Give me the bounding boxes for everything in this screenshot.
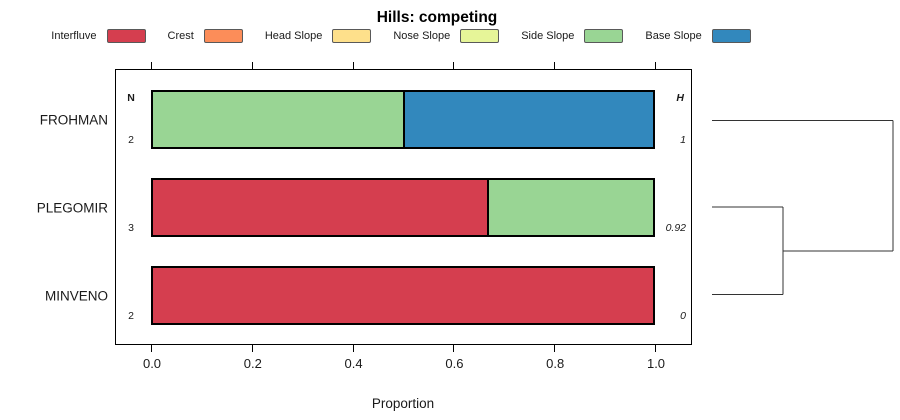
legend: Interfluve Crest Head Slope Nose Slope Side … — [0, 27, 802, 44]
legend-item-label: Head Slope — [264, 29, 323, 42]
x-tick-bottom — [251, 345, 253, 352]
h-column-header: H — [676, 92, 684, 104]
x-tick-top — [554, 62, 556, 69]
n-value: 2 — [128, 133, 134, 146]
x-axis-title: Proportion — [371, 396, 435, 411]
x-tick-label: 0.0 — [142, 356, 162, 371]
x-tick-label: 0.2 — [243, 356, 262, 371]
x-tick-label: 1.0 — [646, 356, 666, 371]
x-tick-bottom — [151, 345, 152, 352]
x-tick-label: 0.6 — [445, 356, 464, 371]
x-tick-bottom — [554, 345, 556, 352]
legend-swatch — [106, 28, 146, 43]
bar-segment-side-slope — [486, 180, 653, 235]
x-tick-label: 0.4 — [344, 356, 363, 371]
legend-swatch — [711, 28, 751, 43]
x-tick-top — [151, 62, 152, 69]
n-value: 3 — [128, 221, 134, 234]
page-title: Hills: competing — [376, 9, 498, 26]
n-column-header: N — [127, 92, 135, 104]
x-tick-top — [352, 62, 354, 69]
legend-item: Interfluve — [51, 28, 146, 43]
x-tick-bottom — [453, 345, 455, 352]
legend-item: Head Slope — [264, 28, 372, 43]
plot-border — [115, 69, 692, 345]
legend-item: Base Slope — [645, 28, 751, 43]
legend-swatch — [203, 28, 243, 43]
h-value: 0.92 — [665, 221, 686, 234]
legend-item: Crest — [167, 28, 243, 43]
x-tick-top — [251, 62, 253, 69]
bar-segment-interfluve — [153, 180, 487, 235]
row-label: PLEGOMIR — [36, 200, 108, 215]
h-value: 0 — [680, 309, 686, 322]
legend-item-label: Side Slope — [521, 29, 575, 42]
x-tick-label: 0.8 — [546, 356, 565, 371]
legend-item-label: Base Slope — [645, 29, 702, 42]
x-tick-bottom — [655, 345, 656, 352]
bar-row — [151, 266, 655, 325]
x-tick-top — [453, 62, 455, 69]
row-label: FROHMAN — [39, 112, 108, 127]
dendrogram — [712, 119, 894, 296]
legend-swatch — [584, 28, 624, 43]
bar-row — [151, 178, 655, 237]
legend-item: Nose Slope — [393, 28, 500, 43]
bar-row — [151, 90, 655, 149]
legend-item: Side Slope — [521, 28, 624, 43]
x-tick-bottom — [352, 345, 354, 352]
h-value: 1 — [680, 133, 686, 146]
legend-item-label: Nose Slope — [393, 29, 451, 42]
legend-item-label: Interfluve — [51, 29, 97, 42]
row-label: MINVENO — [44, 288, 108, 303]
bar-segment-base-slope — [403, 92, 653, 147]
bar-segment-interfluve — [153, 268, 653, 323]
legend-swatch — [460, 28, 500, 43]
x-tick-top — [655, 62, 656, 69]
legend-item-label: Crest — [167, 29, 194, 42]
bar-segment-side-slope — [153, 92, 403, 147]
n-value: 2 — [128, 309, 134, 322]
legend-swatch — [332, 28, 372, 43]
